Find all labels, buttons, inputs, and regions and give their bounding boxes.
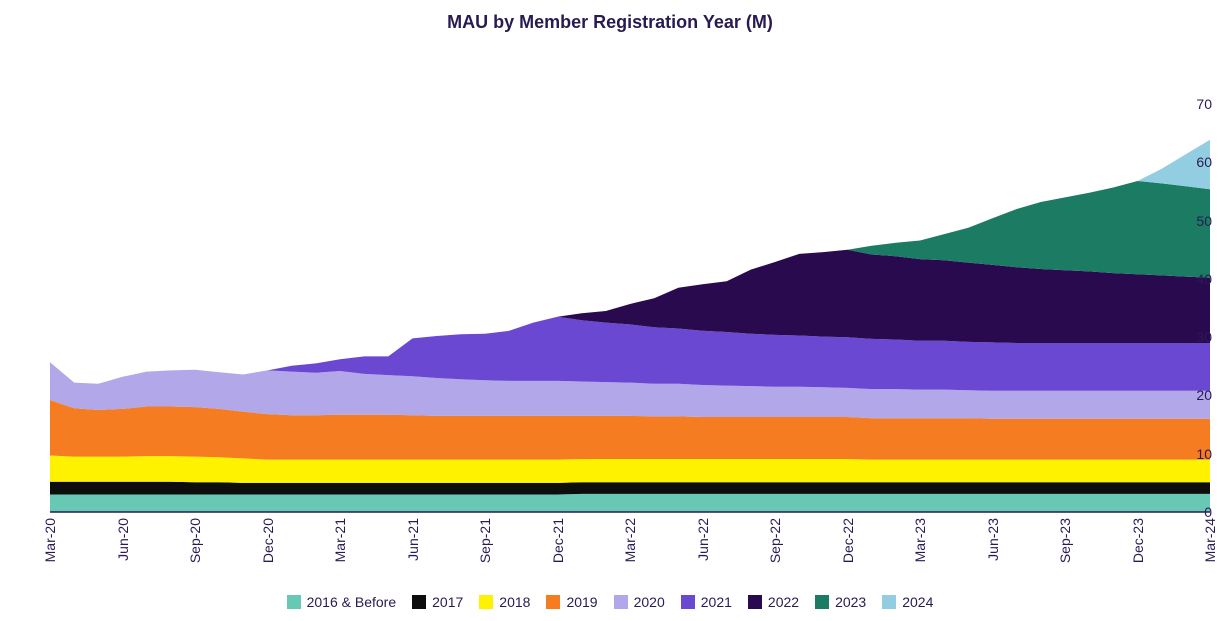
legend-label: 2017 [432,594,463,610]
legend-item: 2020 [614,594,665,610]
x-tick: Mar-20 [42,518,58,562]
y-tick: 20 [1170,387,1220,403]
chart-title: MAU by Member Registration Year (M) [0,12,1220,33]
y-tick: 40 [1170,271,1220,287]
legend-label: 2019 [566,594,597,610]
legend-label: 2018 [499,594,530,610]
legend-item: 2024 [882,594,933,610]
series-area-2016-&-before [50,494,1210,512]
legend-label: 2022 [768,594,799,610]
x-tick: Sep-21 [477,518,493,563]
x-tick: Jun-22 [695,518,711,561]
legend-label: 2020 [634,594,665,610]
x-tick: Jun-20 [115,518,131,561]
x-tick: Mar-21 [332,518,348,562]
legend-item: 2019 [546,594,597,610]
series-area-2018 [50,456,1210,483]
x-tick: Sep-23 [1057,518,1073,563]
x-tick: Jun-23 [985,518,1001,561]
legend-swatch [479,595,493,609]
plot-svg [0,50,1220,616]
y-tick: 30 [1170,329,1220,345]
legend-swatch [815,595,829,609]
legend: 2016 & Before 2017 2018 2019 2020 2021 2022 202… [0,594,1220,610]
mau-stacked-area-chart: MAU by Member Registration Year (M) 0102… [0,0,1220,616]
x-tick: Dec-20 [260,518,276,563]
x-tick: Mar-22 [622,518,638,562]
legend-label: 2024 [902,594,933,610]
plot-container [0,50,1220,616]
legend-item: 2023 [815,594,866,610]
legend-label: 2023 [835,594,866,610]
legend-swatch [681,595,695,609]
x-tick: Dec-22 [840,518,856,563]
legend-swatch [882,595,896,609]
legend-swatch [748,595,762,609]
legend-item: 2021 [681,594,732,610]
x-tick: Jun-21 [405,518,421,561]
legend-item: 2018 [479,594,530,610]
x-tick: Dec-23 [1130,518,1146,563]
legend-item: 2016 & Before [287,594,397,610]
legend-swatch [412,595,426,609]
y-tick: 70 [1170,96,1220,112]
legend-item: 2017 [412,594,463,610]
legend-swatch [614,595,628,609]
x-tick: Sep-20 [187,518,203,563]
y-tick: 50 [1170,213,1220,229]
legend-swatch [287,595,301,609]
legend-label: 2021 [701,594,732,610]
series-area-2017 [50,482,1210,495]
y-tick: 60 [1170,154,1220,170]
legend-item: 2022 [748,594,799,610]
x-tick: Dec-21 [550,518,566,563]
x-tick: Sep-22 [767,518,783,563]
x-tick: Mar-24 [1202,518,1218,562]
x-tick: Mar-23 [912,518,928,562]
legend-swatch [546,595,560,609]
legend-label: 2016 & Before [307,594,397,610]
y-tick: 10 [1170,446,1220,462]
